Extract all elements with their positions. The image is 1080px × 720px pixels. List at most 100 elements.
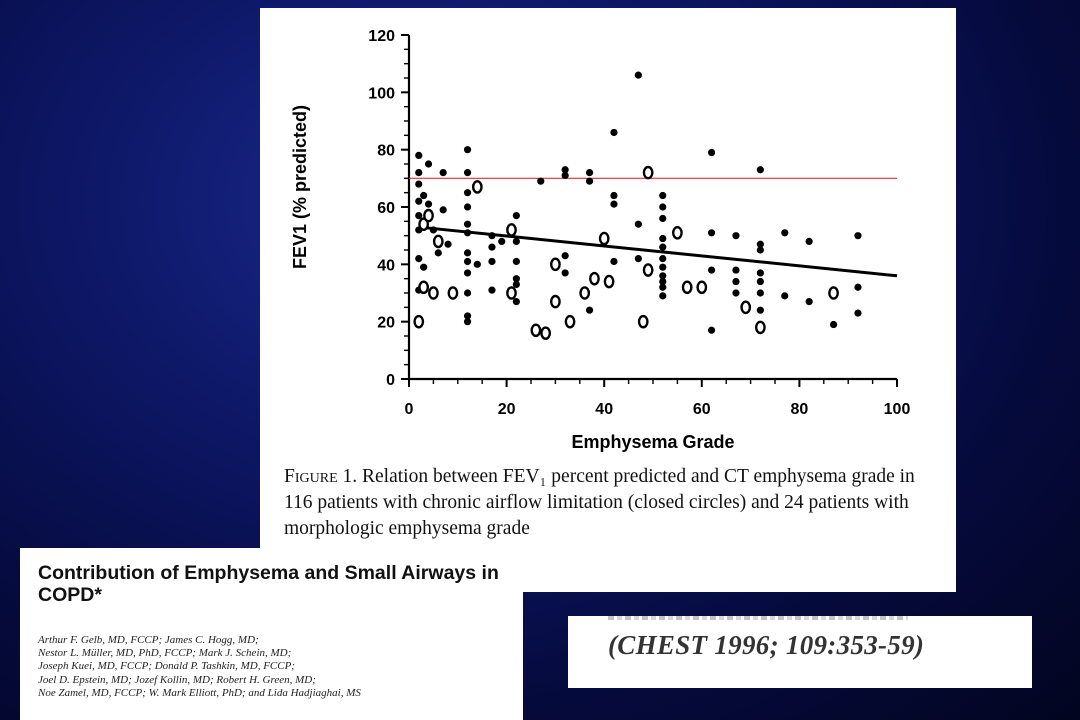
closed-circle-point <box>415 151 423 159</box>
closed-circle-point <box>732 266 740 274</box>
y-tick-label: 120 <box>368 28 395 45</box>
figure-caption-label: Figure 1. <box>284 466 358 487</box>
closed-circle-point <box>444 240 452 248</box>
closed-circle-point <box>463 289 472 297</box>
y-tick-label: 0 <box>386 372 395 389</box>
closed-circle-point <box>659 214 667 223</box>
closed-circle-point <box>420 191 428 200</box>
x-tick-label: 100 <box>884 401 911 418</box>
open-circle-point <box>549 294 561 309</box>
closed-circle-point <box>473 260 481 268</box>
closed-circle-point <box>732 289 740 297</box>
closed-circle-point <box>488 243 496 251</box>
closed-circle-point <box>659 255 667 263</box>
figure-caption-text: Relation between FEV₁ percent predicted … <box>284 466 915 539</box>
regression-line <box>418 225 898 278</box>
closed-circle-point <box>659 277 667 286</box>
x-axis-title: Emphysema Grade <box>571 432 734 452</box>
scatter-chart: 0 20 40 60 80 100 120 0 20 40 60 80 100 Emphysema Gra… <box>290 28 911 452</box>
closed-circle-point <box>561 166 569 174</box>
open-circle-point <box>423 208 434 223</box>
closed-circle-point <box>415 169 423 177</box>
open-circle-point <box>540 326 552 340</box>
closed-circle-point <box>634 255 642 263</box>
closed-circle-point <box>463 146 472 154</box>
open-circle-point <box>642 263 654 277</box>
open-circle-point <box>427 286 439 300</box>
author-line: Joseph Kuei, MD, FCCP; Donald P. Tashkin… <box>38 660 295 673</box>
closed-circle-point <box>756 306 764 314</box>
closed-circle-point <box>420 263 428 271</box>
closed-circle-point <box>634 220 642 228</box>
closed-circle-point <box>488 286 496 294</box>
closed-circle-point <box>415 180 423 188</box>
closed-circle-point <box>707 148 716 157</box>
closed-circle-point <box>439 206 447 214</box>
open-circle-point <box>681 280 693 295</box>
closed-circle-point <box>415 197 423 205</box>
paper-title-card: Contribution of Emphysema and Small Airw… <box>20 548 523 720</box>
closed-circle-point <box>659 272 667 280</box>
closed-circle-point <box>561 252 569 260</box>
closed-circle-point <box>561 269 569 277</box>
author-line: Nestor L. Müller, MD, PhD, FCCP; Mark J.… <box>38 647 292 660</box>
paper-title: Contribution of Emphysema and Small Airw… <box>38 562 499 606</box>
closed-circle-point <box>707 266 716 274</box>
open-circle-point <box>506 286 517 300</box>
closed-circle-point <box>659 234 667 243</box>
closed-circle-point <box>512 237 520 245</box>
open-circle-point <box>598 231 610 246</box>
closed-circle-point <box>415 255 423 263</box>
closed-circle-point <box>732 232 740 240</box>
journal-citation: (CHEST 1996; 109:353-59) <box>608 630 925 660</box>
closed-circle-point <box>634 71 642 79</box>
x-tick-label: 80 <box>791 401 809 418</box>
citation-box: (CHEST 1996; 109:353-59) <box>568 616 1032 688</box>
closed-circle-point <box>463 312 472 320</box>
open-circle-point <box>637 314 649 329</box>
open-circle-point <box>432 234 444 249</box>
closed-circle-point <box>659 203 667 211</box>
closed-circle-point <box>463 269 472 277</box>
x-tick-label: 40 <box>595 401 613 418</box>
x-tick-label: 0 <box>405 401 414 418</box>
y-axis-title: FEV1 (% predicted) <box>290 105 310 269</box>
closed-circle-point <box>463 189 472 197</box>
closed-circle-point <box>732 277 740 286</box>
closed-circle-point <box>512 298 520 306</box>
closed-circle-point <box>488 257 496 266</box>
open-circle-point <box>671 225 683 240</box>
closed-circle-point <box>854 232 862 240</box>
open-circle-point <box>642 165 654 180</box>
closed-circle-point <box>439 169 447 177</box>
closed-circle-point <box>756 269 764 277</box>
author-line: Arthur F. Gelb, MD, FCCP; James C. Hogg,… <box>38 634 259 646</box>
open-circle-point <box>418 280 430 295</box>
closed-circle-point <box>585 169 594 177</box>
figure-panel: 0 20 40 60 80 100 120 0 20 40 60 80 100 Emphysema Gra… <box>260 8 956 592</box>
x-tick-label: 60 <box>693 401 711 418</box>
author-line: Joel D. Epstein, MD; Jozef Kollin, MD; R… <box>38 673 316 686</box>
open-circle-point <box>579 286 591 300</box>
closed-circle-point <box>854 309 862 317</box>
closed-circle-point <box>512 212 520 220</box>
closed-circle-point <box>463 203 472 211</box>
open-circle-point <box>506 223 517 237</box>
closed-circle-point <box>463 318 472 326</box>
closed-circle-point <box>707 229 716 237</box>
closed-circle-point <box>415 212 423 220</box>
closed-circle-point <box>659 292 667 300</box>
closed-circle-point <box>463 220 472 228</box>
closed-circle-point <box>756 277 764 286</box>
figure-caption: Figure 1. Relation between FEV₁ percent … <box>284 464 944 542</box>
closed-circle-point <box>512 257 520 266</box>
closed-circle-point <box>585 177 594 185</box>
open-circle-point <box>413 314 425 329</box>
open-circle-point <box>828 286 839 300</box>
closed-circle-point <box>659 263 667 271</box>
y-tick-label: 40 <box>377 257 395 274</box>
closed-circle-point <box>854 283 862 291</box>
author-list: Arthur F. Gelb, MD, FCCP; James C. Hogg,… <box>38 634 518 700</box>
closed-circle-point <box>424 160 433 168</box>
cropped-text-fragment <box>608 616 908 620</box>
